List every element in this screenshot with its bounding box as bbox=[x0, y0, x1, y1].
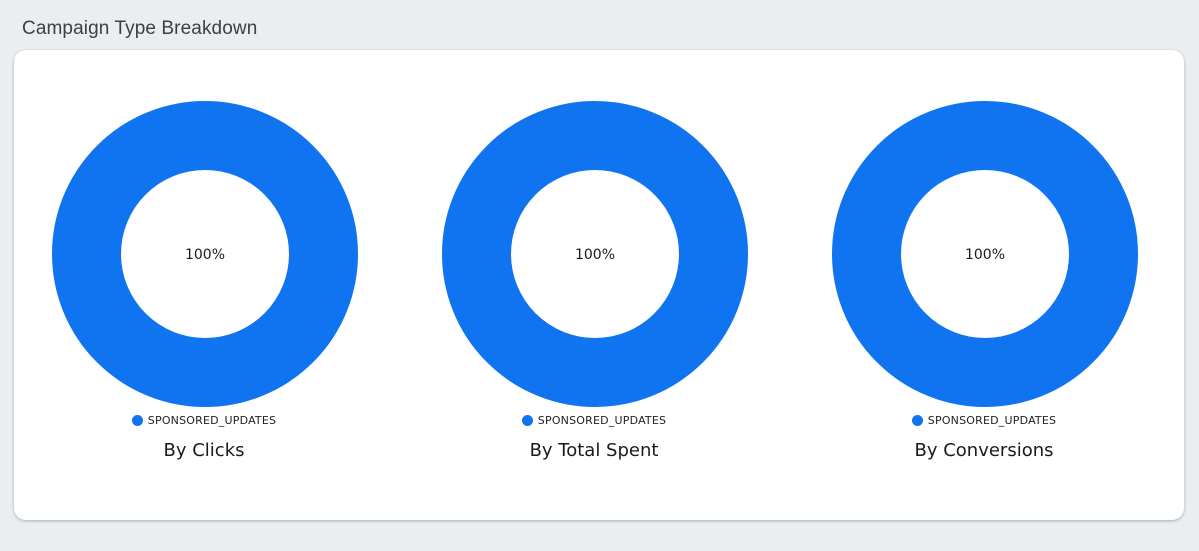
chart-title-conversions: By Conversions bbox=[914, 440, 1054, 461]
donut-chart-total-spent[interactable]: 100% bbox=[441, 100, 749, 408]
legend-swatch bbox=[911, 415, 923, 426]
chart-panel-clicks: 100% SPONSORED_UPDATES By Clicks bbox=[14, 50, 404, 520]
legend-conversions[interactable]: SPONSORED_UPDATES bbox=[794, 414, 1174, 427]
chart-panel-conversions: 100% SPONSORED_UPDATES By Conversions bbox=[794, 50, 1184, 520]
donut-center-label: 100% bbox=[965, 247, 1005, 263]
chart-title-clicks: By Clicks bbox=[163, 440, 245, 461]
legend-swatch bbox=[521, 415, 533, 426]
legend-label: SPONSORED_UPDATES bbox=[147, 414, 277, 427]
legend-swatch bbox=[131, 415, 143, 426]
donut-center-label: 100% bbox=[185, 247, 225, 263]
chart-title-total-spent: By Total Spent bbox=[529, 440, 659, 461]
chart-card: 100% SPONSORED_UPDATES By Clicks 100% SP… bbox=[14, 50, 1184, 520]
donut-chart-conversions[interactable]: 100% bbox=[831, 100, 1139, 408]
donut-center-label: 100% bbox=[575, 247, 615, 263]
chart-panel-total-spent: 100% SPONSORED_UPDATES By Total Spent bbox=[404, 50, 794, 520]
donut-slice-sponsored-updates[interactable] bbox=[832, 101, 1138, 407]
legend-label: SPONSORED_UPDATES bbox=[537, 414, 667, 427]
donut-chart-clicks[interactable]: 100% bbox=[51, 100, 359, 408]
legend-total-spent[interactable]: SPONSORED_UPDATES bbox=[404, 414, 784, 427]
donut-slice-sponsored-updates[interactable] bbox=[52, 101, 358, 407]
donut-slice-sponsored-updates[interactable] bbox=[442, 101, 748, 407]
legend-clicks[interactable]: SPONSORED_UPDATES bbox=[14, 414, 394, 427]
legend-label: SPONSORED_UPDATES bbox=[927, 414, 1057, 427]
section-title: Campaign Type Breakdown bbox=[22, 18, 258, 39]
